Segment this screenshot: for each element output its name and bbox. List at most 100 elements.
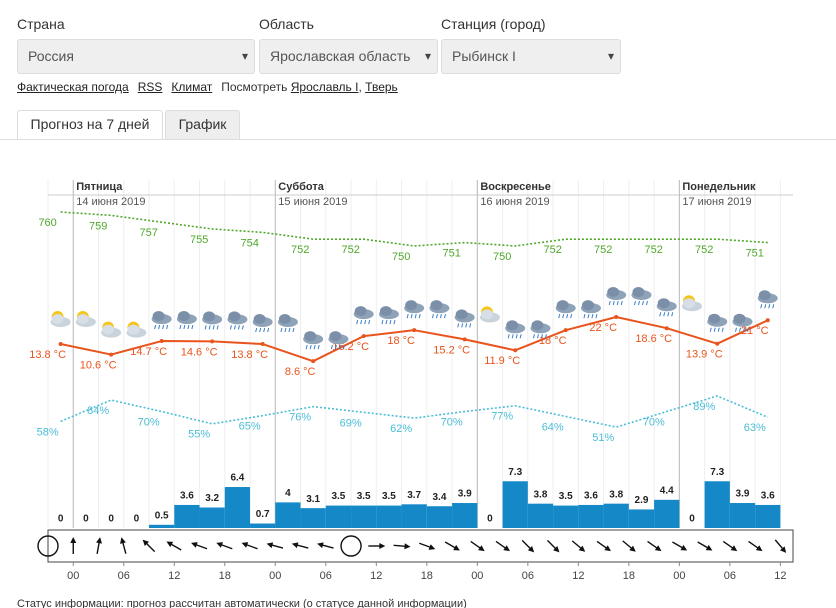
link[interactable]: RSS: [137, 80, 163, 94]
bar-label: 0: [58, 514, 64, 525]
rain: [284, 327, 287, 333]
rain: [179, 324, 182, 330]
rain: [393, 319, 396, 325]
arrow-head: [166, 541, 174, 548]
weather-icon: [277, 314, 298, 333]
bar: [527, 503, 554, 528]
weather-icon: [505, 320, 526, 339]
value-label: 751: [746, 247, 764, 259]
weather-icon: [303, 331, 324, 350]
link[interactable]: Фактическая погода: [17, 80, 129, 94]
x-tick-label: 00: [673, 570, 685, 582]
value-label: 89%: [693, 401, 715, 413]
value-label: 16.2 °C: [332, 341, 369, 353]
cloud: [304, 331, 317, 342]
wind-arrow: [596, 540, 611, 552]
arrow-head: [578, 545, 586, 552]
rain: [536, 334, 539, 339]
bar-label: 7.3: [508, 467, 522, 478]
rain: [558, 314, 561, 319]
cloud: [203, 311, 216, 322]
value-label: 10.6 °C: [80, 359, 117, 371]
arrow-head: [291, 542, 299, 549]
select-region[interactable]: Ярославская область: [259, 39, 438, 74]
value-label: 69%: [340, 417, 362, 429]
cloud: [506, 320, 519, 331]
bar: [325, 505, 352, 528]
cloud: [152, 311, 165, 322]
value-label: 751: [443, 247, 461, 259]
link[interactable]: Климат: [171, 80, 213, 94]
rain: [735, 327, 737, 332]
rain: [540, 334, 543, 339]
select-station[interactable]: Рыбинск I: [441, 39, 621, 74]
day-name: Суббота: [278, 181, 324, 193]
link[interactable]: Тверь: [365, 80, 398, 94]
arrow-head: [730, 545, 738, 552]
cloud: [127, 324, 140, 335]
value-label: 752: [341, 244, 359, 256]
point: [462, 337, 467, 342]
bar: [553, 505, 579, 528]
rain: [216, 325, 219, 330]
bar: [704, 481, 730, 528]
bar-label: 3.5: [559, 491, 573, 502]
bar-label: 0: [108, 514, 114, 525]
value-label: 757: [139, 227, 157, 239]
separator: ,: [358, 80, 362, 94]
value-label: 760: [38, 217, 56, 229]
bar-label: 3.6: [584, 491, 598, 502]
link[interactable]: Ярославль I: [290, 80, 359, 94]
weather-icon: [732, 313, 753, 332]
cloud: [430, 300, 443, 311]
tab-active[interactable]: График: [165, 110, 240, 139]
rain: [469, 323, 472, 328]
weather-icon: [50, 311, 71, 328]
select-country[interactable]: Россия: [17, 39, 255, 74]
arrow-head: [317, 542, 324, 549]
value-label: 63%: [744, 422, 766, 434]
rain: [562, 314, 565, 319]
cloud: [556, 300, 569, 311]
point: [513, 348, 518, 353]
bar-label: 6.4: [230, 473, 244, 484]
wind-arrow: [191, 542, 208, 550]
arrow-head: [553, 546, 560, 553]
wind-arrow: [368, 543, 386, 549]
wind-arrow: [291, 542, 309, 549]
weather-icon: [707, 313, 728, 332]
weather-icon: [681, 295, 702, 312]
value-label: 754: [240, 237, 258, 249]
rain: [255, 327, 258, 333]
rain: [591, 314, 594, 319]
x-tick-label: 18: [421, 570, 433, 582]
wind-arrow: [216, 542, 233, 550]
arrow-head: [527, 546, 535, 553]
rain: [263, 327, 266, 333]
links-row: Фактическая погода RSS Климат Посмотреть Яр…: [17, 80, 407, 94]
rain: [465, 323, 468, 328]
day-name: Пятница: [76, 181, 123, 193]
rain: [364, 319, 367, 325]
wind-arrow: [166, 541, 182, 551]
value-label: 15.2 °C: [433, 344, 470, 356]
wind-arrow: [419, 542, 436, 550]
point: [412, 328, 417, 333]
field-label: Страна: [17, 16, 65, 32]
cloud: [354, 306, 367, 317]
bar: [603, 503, 629, 528]
value-label: 22 °C: [589, 322, 617, 334]
weather-icon: [378, 306, 399, 325]
bar-label: 0.7: [256, 509, 270, 520]
rain: [439, 314, 442, 319]
bar-label: 0: [689, 514, 695, 525]
rain: [620, 300, 623, 306]
cloud: [379, 306, 392, 317]
tab[interactable]: Прогноз на 7 дней: [17, 110, 163, 139]
arrow-head: [241, 542, 249, 548]
x-tick-label: 18: [219, 570, 231, 582]
point: [210, 339, 215, 344]
x-tick-label: 00: [67, 570, 79, 582]
bar-label: 3.9: [736, 489, 750, 500]
day-date: 16 июня 2019: [480, 196, 549, 208]
